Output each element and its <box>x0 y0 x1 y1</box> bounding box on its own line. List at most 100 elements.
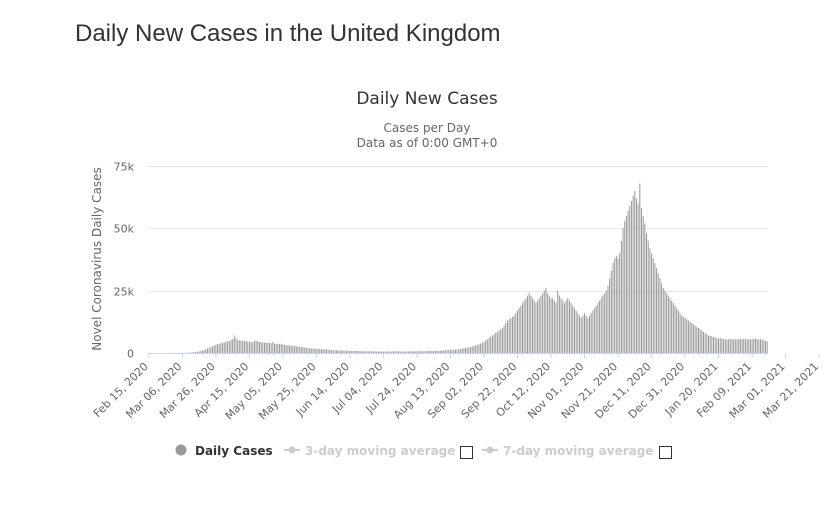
bar[interactable] <box>243 341 245 353</box>
bar[interactable] <box>228 340 230 353</box>
bar[interactable] <box>285 345 287 353</box>
bar[interactable] <box>441 350 443 353</box>
bar[interactable] <box>560 298 562 353</box>
bar[interactable] <box>471 346 473 353</box>
bar[interactable] <box>662 288 664 353</box>
bar[interactable] <box>421 351 423 353</box>
bar[interactable] <box>346 350 348 353</box>
bar[interactable] <box>267 343 269 353</box>
bar[interactable] <box>520 305 522 353</box>
bar[interactable] <box>490 336 492 353</box>
bar[interactable] <box>699 329 701 353</box>
bar[interactable] <box>644 223 646 353</box>
bar[interactable] <box>339 350 341 353</box>
bar[interactable] <box>619 253 621 353</box>
bar[interactable] <box>282 344 284 353</box>
bar[interactable] <box>602 295 604 353</box>
bar[interactable] <box>649 248 651 353</box>
bar[interactable] <box>319 349 321 353</box>
bar[interactable] <box>553 300 555 353</box>
bar[interactable] <box>379 351 381 353</box>
bar[interactable] <box>739 338 741 353</box>
bar[interactable] <box>312 348 314 353</box>
bar[interactable] <box>324 349 326 353</box>
bar[interactable] <box>206 348 208 353</box>
bar[interactable] <box>646 233 648 353</box>
bar[interactable] <box>756 339 758 353</box>
bar[interactable] <box>351 350 353 353</box>
bar[interactable] <box>682 316 684 353</box>
bar[interactable] <box>555 303 557 353</box>
bar[interactable] <box>481 342 483 353</box>
bar[interactable] <box>290 345 292 353</box>
bar[interactable] <box>508 319 510 353</box>
bar[interactable] <box>607 285 609 353</box>
bar[interactable] <box>220 343 222 353</box>
bar[interactable] <box>746 339 748 353</box>
bar[interactable] <box>295 346 297 353</box>
bar[interactable] <box>198 351 200 354</box>
bar[interactable] <box>624 220 626 353</box>
bar[interactable] <box>654 263 656 353</box>
bar[interactable] <box>728 339 730 353</box>
bar[interactable] <box>322 349 324 353</box>
bar[interactable] <box>431 351 433 353</box>
bar[interactable] <box>575 310 577 353</box>
bar[interactable] <box>620 240 622 353</box>
bar[interactable] <box>525 298 527 353</box>
bar[interactable] <box>738 339 740 353</box>
bar[interactable] <box>704 333 706 353</box>
bar[interactable] <box>453 349 455 353</box>
bar[interactable] <box>674 305 676 353</box>
bar[interactable] <box>537 300 539 353</box>
bar[interactable] <box>485 340 487 353</box>
bar[interactable] <box>672 303 674 353</box>
bar[interactable] <box>208 347 210 353</box>
bar[interactable] <box>468 347 470 353</box>
bar[interactable] <box>433 351 435 353</box>
bar[interactable] <box>230 340 232 353</box>
bar[interactable] <box>374 351 376 353</box>
bar[interactable] <box>418 351 420 353</box>
bar[interactable] <box>341 350 343 353</box>
bar[interactable] <box>274 343 276 353</box>
bar[interactable] <box>327 349 329 353</box>
bar[interactable] <box>444 350 446 353</box>
bar[interactable] <box>382 351 384 354</box>
bar[interactable] <box>657 273 659 353</box>
bar[interactable] <box>540 295 542 353</box>
bar[interactable] <box>679 313 681 353</box>
bar[interactable] <box>528 293 530 353</box>
bar[interactable] <box>622 228 624 353</box>
bar[interactable] <box>744 338 746 353</box>
bar[interactable] <box>527 295 529 353</box>
bar[interactable] <box>694 325 696 353</box>
bar[interactable] <box>692 324 694 353</box>
bar[interactable] <box>329 349 331 353</box>
bar[interactable] <box>362 351 364 353</box>
bar[interactable] <box>233 335 235 353</box>
bar[interactable] <box>538 298 540 353</box>
bar[interactable] <box>325 349 327 353</box>
bar[interactable] <box>713 337 715 353</box>
bar[interactable] <box>572 305 574 353</box>
bar[interactable] <box>381 351 383 354</box>
bar[interactable] <box>201 350 203 353</box>
bar[interactable] <box>247 341 249 353</box>
bar[interactable] <box>213 345 215 353</box>
bar[interactable] <box>671 300 673 353</box>
bar[interactable] <box>240 340 242 353</box>
bar[interactable] <box>505 323 507 353</box>
bar[interactable] <box>258 341 260 353</box>
bar[interactable] <box>766 341 768 353</box>
bar[interactable] <box>367 351 369 353</box>
bar[interactable] <box>277 344 279 353</box>
bar[interactable] <box>387 351 389 354</box>
bar[interactable] <box>460 348 462 353</box>
bar[interactable] <box>709 336 711 353</box>
bar[interactable] <box>522 303 524 353</box>
bar[interactable] <box>754 338 756 353</box>
bar[interactable] <box>533 300 535 353</box>
bar[interactable] <box>404 351 406 354</box>
bar[interactable] <box>513 315 515 353</box>
